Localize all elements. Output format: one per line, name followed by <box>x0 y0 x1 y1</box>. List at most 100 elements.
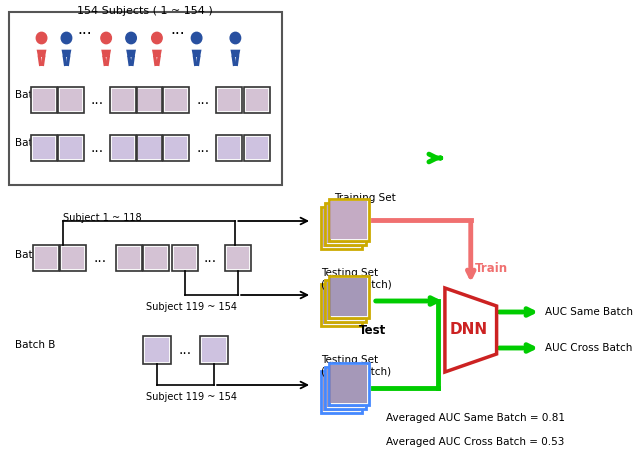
Bar <box>200 336 228 364</box>
Bar <box>225 245 251 271</box>
Text: Testing Set
(Same Batch): Testing Set (Same Batch) <box>321 268 392 290</box>
Polygon shape <box>101 50 111 57</box>
Bar <box>60 245 86 271</box>
Text: Train: Train <box>476 262 509 274</box>
Bar <box>246 89 268 111</box>
Text: DNN: DNN <box>450 323 488 337</box>
Text: AUC Cross Batch: AUC Cross Batch <box>545 343 632 353</box>
Bar <box>58 135 84 161</box>
Bar <box>244 135 269 161</box>
Polygon shape <box>126 50 136 57</box>
Bar <box>116 245 142 271</box>
Bar <box>163 135 189 161</box>
Bar <box>165 137 188 159</box>
Bar <box>330 201 367 239</box>
Text: ...: ... <box>93 251 106 265</box>
Bar <box>110 87 136 113</box>
Text: 154 Subjects ( 1 ~ 154 ): 154 Subjects ( 1 ~ 154 ) <box>77 6 212 16</box>
Bar <box>325 367 365 409</box>
Circle shape <box>126 32 136 44</box>
Text: Subject 119 ~ 154: Subject 119 ~ 154 <box>146 392 237 402</box>
Text: ...: ... <box>196 141 210 155</box>
Polygon shape <box>445 288 497 372</box>
Bar <box>328 276 369 318</box>
Bar <box>60 137 82 159</box>
Bar <box>33 245 59 271</box>
Text: ...: ... <box>90 141 104 155</box>
Bar <box>216 87 242 113</box>
Bar <box>145 338 169 362</box>
Bar <box>330 278 367 316</box>
Text: Averaged AUC Same Batch = 0.81: Averaged AUC Same Batch = 0.81 <box>386 413 565 423</box>
Bar <box>244 87 269 113</box>
Bar <box>330 365 367 403</box>
Bar <box>202 338 226 362</box>
Text: Batch A: Batch A <box>15 90 55 100</box>
Bar <box>138 89 161 111</box>
Bar <box>323 373 360 411</box>
Text: Training Set: Training Set <box>334 193 396 203</box>
Bar <box>118 247 140 269</box>
Text: Batch B: Batch B <box>15 138 55 148</box>
Text: Averaged AUC Cross Batch = 0.53: Averaged AUC Cross Batch = 0.53 <box>386 437 564 447</box>
Bar <box>58 87 84 113</box>
Text: ...: ... <box>90 93 104 107</box>
Text: Batch A: Batch A <box>15 250 55 260</box>
Bar <box>218 137 240 159</box>
Text: AUC Same Batch: AUC Same Batch <box>545 307 632 317</box>
Bar <box>110 135 136 161</box>
Text: ...: ... <box>196 93 210 107</box>
Bar <box>216 135 242 161</box>
Text: ...: ... <box>204 251 217 265</box>
Bar <box>31 135 57 161</box>
Text: ...: ... <box>178 343 191 357</box>
Bar <box>143 336 171 364</box>
Polygon shape <box>192 50 202 57</box>
Bar <box>112 89 134 111</box>
Circle shape <box>101 32 111 44</box>
Text: Test: Test <box>359 324 387 336</box>
Polygon shape <box>230 50 240 57</box>
Text: ...: ... <box>77 22 92 38</box>
Bar <box>143 245 169 271</box>
Text: Testing Set
(Cross Batch): Testing Set (Cross Batch) <box>321 355 391 376</box>
Bar <box>321 284 362 326</box>
Bar <box>165 89 188 111</box>
Bar <box>136 135 163 161</box>
Bar <box>321 371 362 413</box>
Circle shape <box>230 32 241 44</box>
Circle shape <box>61 32 72 44</box>
Bar <box>323 209 360 247</box>
Bar <box>172 245 198 271</box>
Bar <box>145 247 167 269</box>
Bar <box>33 89 56 111</box>
Polygon shape <box>61 50 72 57</box>
Circle shape <box>152 32 162 44</box>
Bar <box>62 247 84 269</box>
Bar <box>325 203 365 245</box>
Text: Subject 119 ~ 154: Subject 119 ~ 154 <box>146 302 237 312</box>
Bar <box>35 247 57 269</box>
Bar <box>325 280 365 322</box>
Bar <box>112 137 134 159</box>
Bar <box>136 87 163 113</box>
Polygon shape <box>36 50 47 57</box>
Text: Batch B: Batch B <box>15 340 55 350</box>
Bar <box>60 89 82 111</box>
Bar <box>328 199 369 241</box>
Bar <box>138 137 161 159</box>
Circle shape <box>36 32 47 44</box>
Text: Subject 1 ~ 118: Subject 1 ~ 118 <box>63 213 141 223</box>
Bar <box>323 286 360 324</box>
Circle shape <box>191 32 202 44</box>
Bar <box>31 87 57 113</box>
Text: ...: ... <box>170 22 184 38</box>
Bar <box>9 12 282 185</box>
Bar <box>218 89 240 111</box>
Bar <box>246 137 268 159</box>
Bar <box>163 87 189 113</box>
Polygon shape <box>152 50 162 57</box>
Bar <box>33 137 56 159</box>
Bar <box>327 369 364 407</box>
Bar <box>327 282 364 320</box>
